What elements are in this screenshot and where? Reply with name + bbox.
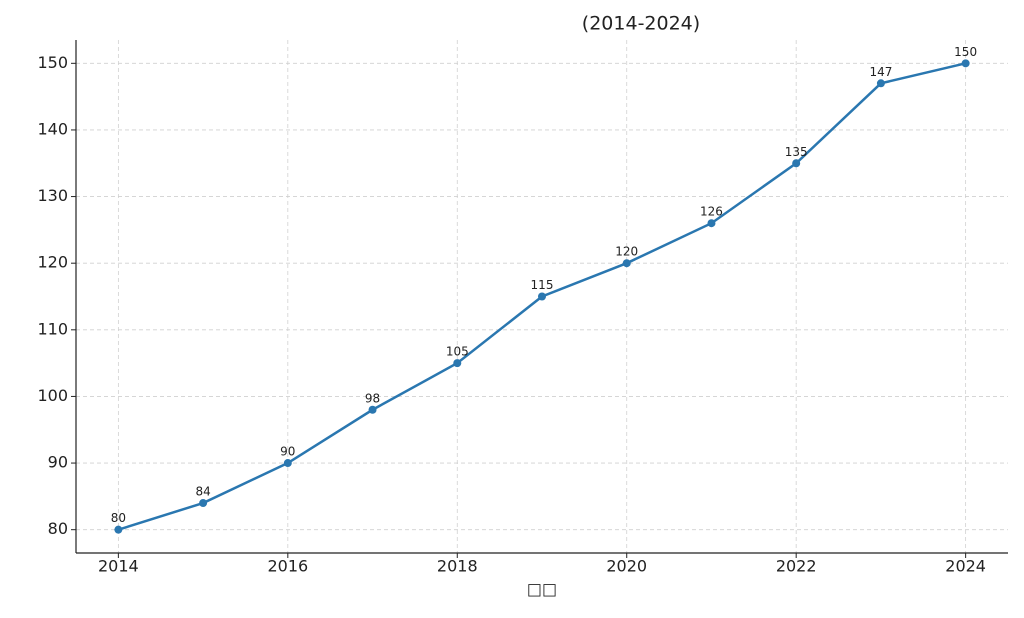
y-tick-label: 110 xyxy=(37,319,68,338)
data-label: 135 xyxy=(785,145,808,159)
data-label: 115 xyxy=(531,278,554,292)
x-tick-label: 2018 xyxy=(437,557,478,576)
x-tick-label: 2022 xyxy=(776,557,817,576)
point xyxy=(961,59,970,68)
data-label: 126 xyxy=(700,205,723,219)
x-tick-label: 2016 xyxy=(267,557,308,576)
point xyxy=(538,292,546,301)
point xyxy=(199,499,208,508)
data-label: 98 xyxy=(365,391,380,405)
y-tick-label: 100 xyxy=(37,386,68,405)
y-tick-label: 140 xyxy=(37,119,68,138)
data-label: 105 xyxy=(446,345,469,359)
y-tick-label: 90 xyxy=(48,453,68,472)
data-label: 80 xyxy=(111,511,126,525)
point xyxy=(707,219,716,228)
data-label: 84 xyxy=(195,485,210,499)
point xyxy=(283,459,292,468)
data-label: 150 xyxy=(954,45,977,59)
data-label: 120 xyxy=(615,245,638,259)
point xyxy=(792,159,801,168)
data-label: 90 xyxy=(280,445,295,459)
y-tick-label: 80 xyxy=(48,519,68,538)
point xyxy=(368,405,377,414)
x-tick-label: 2024 xyxy=(945,557,986,576)
x-tick-label: 2014 xyxy=(98,557,139,576)
data-label: 147 xyxy=(869,65,892,79)
y-tick-label: 130 xyxy=(37,186,68,205)
point xyxy=(876,79,885,88)
x-axis-label: □□ xyxy=(527,580,557,599)
y-tick-label: 120 xyxy=(37,253,68,272)
chart-title: (2014-2024) xyxy=(582,13,700,35)
y-tick-label: 150 xyxy=(37,53,68,72)
point xyxy=(453,359,462,368)
x-tick-label: 2020 xyxy=(606,557,647,576)
point xyxy=(622,259,631,268)
point xyxy=(114,525,123,534)
